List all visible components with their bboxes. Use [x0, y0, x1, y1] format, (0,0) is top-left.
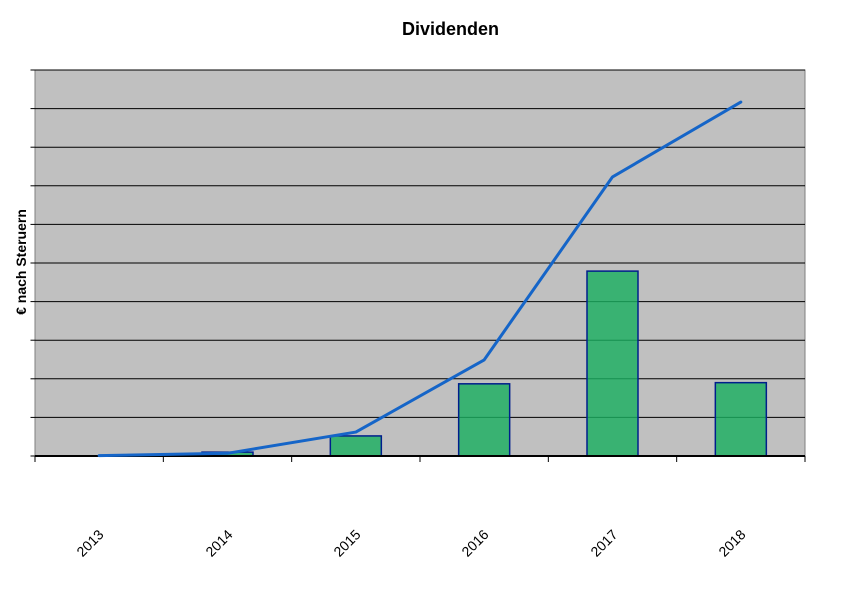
bar-2018 [714, 381, 768, 457]
bar-2016 [457, 383, 511, 457]
cumulative-line [97, 100, 743, 458]
chart-title: Dividenden [401, 19, 499, 39]
bar-2017 [586, 270, 639, 457]
bar-2015 [329, 435, 383, 457]
